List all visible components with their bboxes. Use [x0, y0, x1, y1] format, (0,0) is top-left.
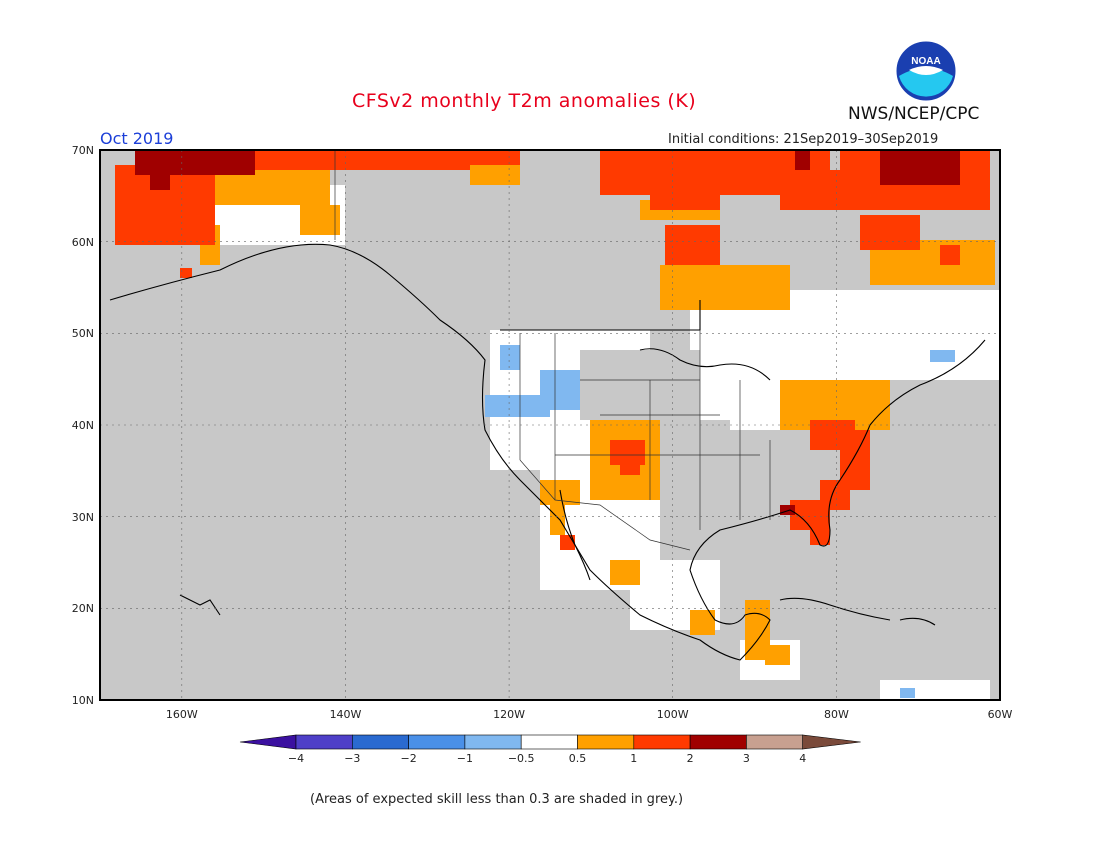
colorbar: −4 −3 −2 −1 −0.5 0.5 1 2 3 4 [239, 734, 861, 765]
initial-conditions: Initial conditions: 21Sep2019–30Sep2019 [668, 132, 939, 147]
colorbar-swatch [689, 734, 747, 750]
lon-axis: 160W 140W 120W 100W 80W 60W [166, 708, 1013, 721]
chart-title: CFSv2 monthly T2m anomalies (K) [352, 90, 697, 112]
coastlines [109, 243, 986, 661]
colorbar-label: 3 [743, 752, 750, 765]
colorbar-label: −2 [400, 752, 416, 765]
colorbar-label: −1 [457, 752, 473, 765]
colorbar-swatch [408, 734, 466, 750]
lon-label: 120W [493, 708, 525, 721]
colorbar-label: −0.5 [508, 752, 535, 765]
colorbar-swatch [295, 734, 353, 750]
colorbar-label: −4 [288, 752, 304, 765]
colorbar-swatch [351, 734, 409, 750]
lat-label: 30N [72, 511, 94, 524]
low-skill-interior [580, 350, 780, 470]
agency-label: NWS/NCEP/CPC [848, 104, 980, 124]
lat-label: 20N [72, 602, 94, 615]
colorbar-swatch [577, 734, 635, 750]
below-normal-areas [485, 345, 955, 698]
lat-axis: 70N 60N 50N 40N 30N 20N 10N [72, 144, 94, 707]
lon-label: 140W [330, 708, 362, 721]
skill-footnote: (Areas of expected skill less than 0.3 a… [310, 792, 684, 807]
colorbar-swatch [633, 734, 691, 750]
colorbar-arrow-high [802, 734, 861, 750]
lat-label: 40N [72, 419, 94, 432]
colorbar-arrow-low [239, 734, 297, 750]
forecast-month: Oct 2019 [100, 129, 174, 148]
lat-label: 70N [72, 144, 94, 157]
lon-label: 160W [166, 708, 198, 721]
political-borders [334, 150, 771, 551]
noaa-logo: NOAA [895, 40, 957, 102]
svg-text:NOAA: NOAA [911, 56, 940, 67]
colorbar-label: 1 [630, 752, 637, 765]
lat-label: 10N [72, 694, 94, 707]
colorbar-swatch [520, 734, 578, 750]
colorbar-label: 0.5 [569, 752, 587, 765]
lon-label: 60W [988, 708, 1013, 721]
lat-label: 50N [72, 327, 94, 340]
colorbar-label: −3 [344, 752, 360, 765]
map-frame [99, 149, 1001, 701]
lon-label: 100W [657, 708, 689, 721]
above-normal-2-3 [135, 150, 960, 515]
lat-label: 60N [72, 236, 94, 249]
colorbar-swatch [464, 734, 522, 750]
lon-label: 80W [824, 708, 849, 721]
colorbar-swatch [746, 734, 804, 750]
graticule [100, 150, 1000, 700]
above-normal-1-2 [115, 150, 990, 550]
colorbar-label: 4 [799, 752, 806, 765]
colorbar-label: 2 [687, 752, 694, 765]
